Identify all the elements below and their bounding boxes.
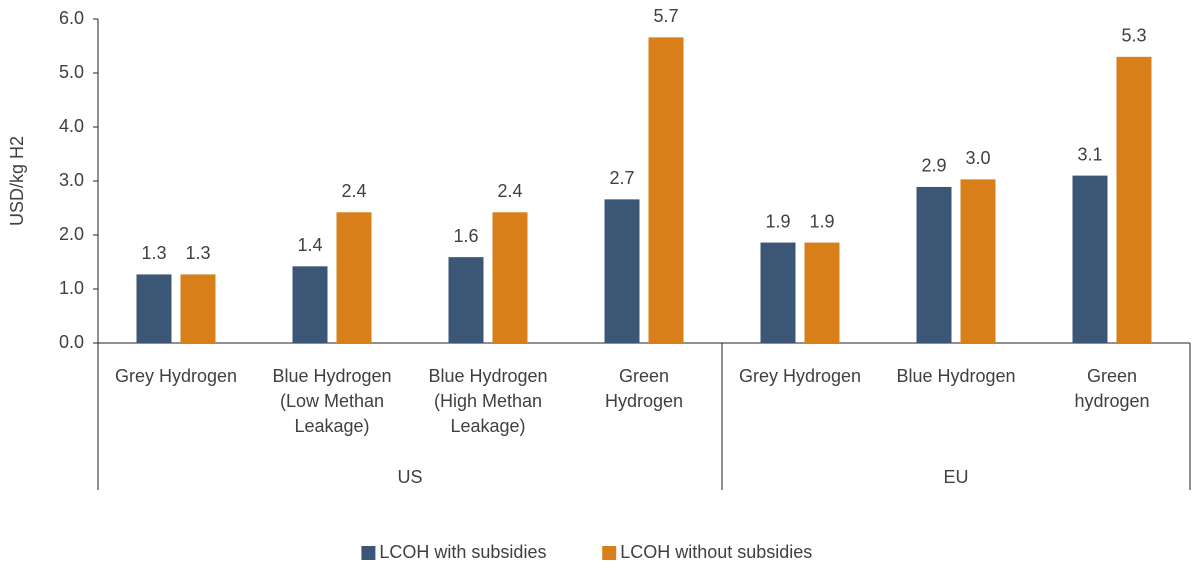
legend-label: LCOH with subsidies bbox=[379, 542, 546, 562]
bar bbox=[448, 257, 484, 343]
group-label: EU bbox=[943, 467, 968, 487]
x-tick-label: (Low Methan bbox=[280, 391, 384, 411]
data-label: 1.9 bbox=[765, 211, 790, 231]
x-tick-label: Leakage) bbox=[450, 416, 525, 436]
bar bbox=[492, 212, 528, 343]
data-label: 5.7 bbox=[653, 6, 678, 26]
y-tick-label: 2.0 bbox=[59, 224, 84, 244]
data-label: 5.3 bbox=[1121, 26, 1146, 46]
bar bbox=[1072, 175, 1108, 343]
bar bbox=[648, 37, 684, 344]
bar bbox=[292, 266, 328, 343]
data-label: 1.6 bbox=[453, 226, 478, 246]
x-tick-label: Hydrogen bbox=[605, 391, 683, 411]
data-label: 3.1 bbox=[1077, 144, 1102, 164]
legend-swatch bbox=[361, 546, 376, 560]
y-tick-label: 3.0 bbox=[59, 170, 84, 190]
data-label: 1.3 bbox=[141, 243, 166, 263]
legend-swatch bbox=[602, 546, 617, 560]
bar bbox=[960, 179, 996, 343]
x-tick-label: Leakage) bbox=[294, 416, 369, 436]
x-tick-label: Green bbox=[619, 366, 669, 386]
y-tick-label: 5.0 bbox=[59, 62, 84, 82]
x-tick-label: (High Methan bbox=[434, 391, 542, 411]
y-tick-label: 0.0 bbox=[59, 332, 84, 352]
x-tick-label: Green bbox=[1087, 366, 1137, 386]
bar bbox=[180, 274, 216, 343]
data-label: 2.4 bbox=[497, 181, 522, 201]
bar bbox=[336, 212, 372, 343]
legend-label: LCOH without subsidies bbox=[620, 542, 812, 562]
x-tick-label: hydrogen bbox=[1074, 391, 1149, 411]
x-tick-label: Blue Hydrogen bbox=[896, 366, 1015, 386]
bar bbox=[1116, 56, 1152, 344]
bar bbox=[136, 274, 172, 343]
bar bbox=[604, 199, 640, 343]
x-tick-label: Blue Hydrogen bbox=[428, 366, 547, 386]
x-tick-label: Grey Hydrogen bbox=[115, 366, 237, 386]
data-label: 2.9 bbox=[921, 156, 946, 176]
data-label: 3.0 bbox=[965, 148, 990, 168]
x-tick-label: Blue Hydrogen bbox=[272, 366, 391, 386]
data-label: 2.7 bbox=[609, 168, 634, 188]
bar bbox=[804, 242, 840, 343]
data-label: 1.3 bbox=[185, 243, 210, 263]
y-tick-label: 1.0 bbox=[59, 278, 84, 298]
y-tick-label: 6.0 bbox=[59, 8, 84, 28]
bar bbox=[916, 186, 952, 343]
data-label: 1.9 bbox=[809, 211, 834, 231]
data-label: 1.4 bbox=[297, 235, 322, 255]
y-tick-label: 4.0 bbox=[59, 116, 84, 136]
group-label: US bbox=[397, 467, 422, 487]
x-tick-label: Grey Hydrogen bbox=[739, 366, 861, 386]
y-axis-label: USD/kg H2 bbox=[7, 136, 27, 226]
bar bbox=[760, 242, 796, 343]
data-label: 2.4 bbox=[341, 181, 366, 201]
